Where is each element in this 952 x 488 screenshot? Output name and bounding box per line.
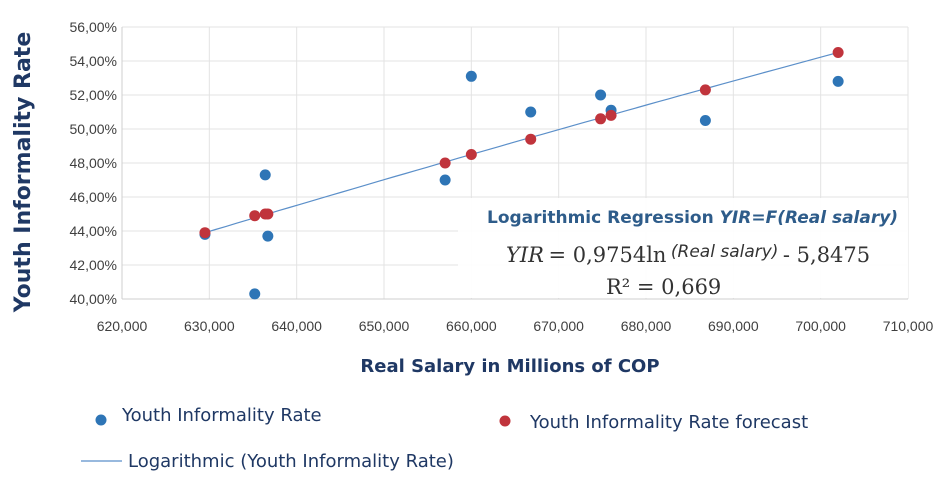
annotation-title-italic: YIR=F(Real salary) [720, 208, 898, 228]
annotation-title-plain: Logarithmic Regression [487, 208, 720, 228]
equation-constant: - 5,8475 [783, 243, 870, 267]
y-tick-label: 56,00% [70, 19, 117, 35]
data-point-forecast [699, 84, 711, 96]
x-tick-label: 670,000 [533, 318, 584, 334]
x-tick-label: 700,000 [795, 318, 846, 334]
data-point-forecast [605, 109, 617, 121]
legend-label-forecast: Youth Informality Rate forecast [529, 412, 808, 433]
data-point-forecast [595, 113, 607, 125]
data-point-actual [595, 89, 607, 101]
x-tick-label: 660,000 [446, 318, 497, 334]
x-tick-label: 630,000 [184, 318, 235, 334]
data-point-forecast [249, 210, 261, 222]
data-point-actual [465, 70, 477, 82]
data-point-forecast [465, 149, 477, 160]
x-tick-label: 640,000 [271, 318, 322, 334]
legend-marker-forecast [499, 415, 511, 427]
data-point-forecast [525, 133, 537, 145]
x-tick-label: 620,000 [97, 318, 148, 334]
data-point-actual [439, 174, 451, 186]
data-point-actual [249, 288, 261, 300]
equation-coef: = 0,9754ln [548, 243, 666, 267]
annotation-r-squared: R² = 0,669 [606, 275, 721, 299]
equation-argument: (Real salary) [671, 242, 779, 262]
x-tick-labels: 620,000 630,000 640,000 650,000 660,000 670,0… [97, 318, 934, 334]
x-tick-label: 680,000 [621, 318, 672, 334]
y-axis-title: Youth Informality Rate [11, 32, 36, 314]
data-point-forecast [832, 47, 844, 58]
y-tick-label: 46,00% [70, 189, 117, 205]
y-tick-label: 40,00% [70, 291, 117, 307]
data-point-actual [699, 115, 711, 126]
equation-lhs: YIR [506, 243, 544, 267]
x-axis-title: Real Salary in Millions of COP [360, 356, 659, 377]
trendline-group [204, 51, 839, 234]
forecast-points [199, 47, 844, 239]
trendline [204, 51, 839, 234]
annotation-box [458, 198, 908, 298]
data-point-forecast [262, 208, 274, 220]
data-point-actual [259, 169, 271, 181]
data-point-actual [525, 106, 537, 118]
legend-marker-actual [95, 414, 107, 426]
data-point-forecast [199, 227, 211, 239]
x-tick-label: 650,000 [359, 318, 410, 334]
y-tick-label: 42,00% [70, 257, 117, 273]
annotation-title: Logarithmic Regression YIR=F(Real salary… [487, 208, 898, 228]
data-point-forecast [439, 157, 451, 169]
y-tick-label: 48,00% [70, 155, 117, 171]
regression-annotation: Logarithmic Regression YIR=F(Real salary… [458, 198, 908, 299]
y-tick-label: 52,00% [70, 87, 117, 103]
legend-label-actual: Youth Informality Rate [121, 405, 322, 426]
legend: Youth Informality Rate Youth Informality… [81, 405, 808, 472]
y-tick-labels: 40,00% 42,00% 44,00% 46,00% 48,00% 50,00% 52,0… [70, 19, 117, 307]
x-tick-label: 710,000 [883, 318, 934, 334]
y-tick-label: 44,00% [70, 223, 117, 239]
x-tick-label: 690,000 [708, 318, 759, 334]
legend-label-trendline: Logarithmic (Youth Informality Rate) [128, 451, 454, 472]
y-tick-label: 54,00% [70, 53, 117, 69]
data-point-actual [832, 75, 844, 87]
y-tick-label: 50,00% [70, 121, 117, 137]
data-point-actual [262, 230, 274, 242]
annotation-equation: YIR = 0,9754ln (Real salary) - 5,8475 [506, 242, 870, 267]
